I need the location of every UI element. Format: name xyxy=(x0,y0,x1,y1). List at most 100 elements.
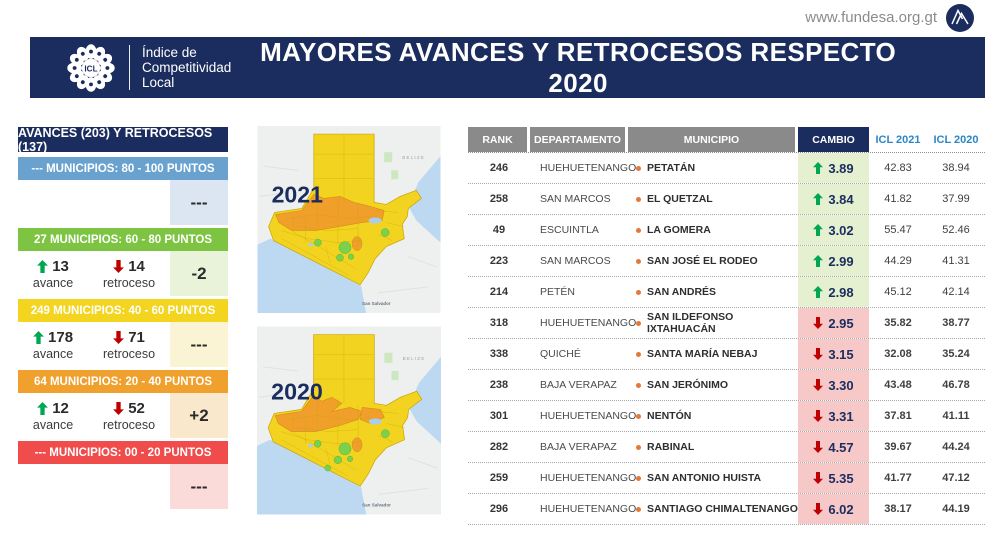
icl-logo-text: ICL xyxy=(84,64,97,73)
change-arrow-icon xyxy=(813,162,824,174)
departamento-cell: SAN MARCOS xyxy=(540,193,611,205)
bullet-icon xyxy=(636,320,641,326)
category-band: --- MUNICIPIOS: 00 - 20 PUNTOS xyxy=(18,441,228,464)
bullet-icon xyxy=(636,506,641,512)
cambio-value: 4.57 xyxy=(828,439,854,455)
change-arrow-icon xyxy=(813,193,824,205)
icl-2021-cell: 35.82 xyxy=(884,317,912,329)
cambio-cell: 3.89 xyxy=(798,153,869,183)
cambio-value: 3.31 xyxy=(828,408,854,424)
cambio-cell: 5.35 xyxy=(798,463,869,493)
avance-value: 178 xyxy=(48,328,74,346)
icl-2021-header: ICL 2021 xyxy=(869,127,927,152)
bullet-icon xyxy=(636,289,641,295)
municipio-name: SANTIAGO CHIMALTENANGO xyxy=(647,503,798,515)
table-row: 296 HUEHUETENANGO SANTIAGO CHIMALTENANGO… xyxy=(468,494,985,525)
stats-left: 178 avance 71 retroceso xyxy=(18,322,170,367)
table-header: RANK DEPARTAMENTO MUNICIPIO CAMBIO ICL 2… xyxy=(468,127,985,153)
bullet-icon xyxy=(636,196,641,202)
departamento-cell: SAN MARCOS xyxy=(540,255,611,267)
icl-2020-cell: 42.14 xyxy=(942,286,970,298)
up-arrow-icon xyxy=(37,259,49,273)
san-salvador-label: San Salvador xyxy=(362,301,391,306)
panel-sections: --- MUNICIPIOS: 80 - 100 PUNTOS xyxy=(18,157,228,509)
table-row: 318 HUEHUETENANGO SAN ILDEFONSO IXTAHUAC… xyxy=(468,308,985,339)
rank-cell: 296 xyxy=(489,503,509,515)
icl-2020-cell: 47.12 xyxy=(942,472,970,484)
net-cell: +2 xyxy=(170,393,228,438)
brand-line-3: Local xyxy=(142,75,175,91)
rank-cell: 282 xyxy=(489,441,509,453)
table-row: 214 PETÉN SAN ANDRÉS 2.98 45.12 42.14 xyxy=(468,277,985,308)
icl-2021-cell: 42.83 xyxy=(884,162,912,174)
legend-section: --- MUNICIPIOS: 00 - 20 PUNTOS xyxy=(18,441,228,509)
cambio-cell: 3.15 xyxy=(798,339,869,369)
rank-cell: 258 xyxy=(489,193,509,205)
net-cell: --- xyxy=(170,322,228,367)
municipio-name: LA GOMERA xyxy=(647,224,711,236)
municipio-cell: SAN JOSÉ EL RODEO xyxy=(628,246,798,276)
fundesa-logo-icon xyxy=(946,4,974,32)
rank-cell: 238 xyxy=(489,379,509,391)
guatemala-map-2020-svg: BELIZE San Salvador 2020 xyxy=(257,326,441,515)
rank-cell: 318 xyxy=(489,317,509,329)
icl-2020-cell: 38.94 xyxy=(942,162,970,174)
legend-title: AVANCES (203) Y RETROCESOS (137) xyxy=(18,126,228,154)
avance-stat: 12 avance xyxy=(33,400,73,432)
icl-2021-cell: 44.29 xyxy=(884,255,912,267)
rank-header: RANK xyxy=(468,127,530,152)
icl-2021-cell: 41.82 xyxy=(884,193,912,205)
cambio-cell: 4.57 xyxy=(798,432,869,462)
municipio-cell: SANTIAGO CHIMALTENANGO xyxy=(628,494,798,524)
icl-2021-cell: 39.67 xyxy=(884,441,912,453)
municipio-cell: SAN ANTONIO HUISTA xyxy=(628,463,798,493)
cambio-value: 5.35 xyxy=(828,470,854,486)
municipio-cell: PETATÁN xyxy=(628,153,798,183)
cambio-header: CAMBIO xyxy=(798,127,869,152)
avance-value: 12 xyxy=(52,399,69,417)
page-title: MAYORES AVANCES Y RETROCESOS RESPECTO 20… xyxy=(260,36,897,98)
municipio-name: EL QUETZAL xyxy=(647,193,713,205)
cambio-cell: 2.98 xyxy=(798,277,869,307)
icl-2020-cell: 41.11 xyxy=(942,410,970,422)
bullet-icon xyxy=(636,258,641,264)
cambio-cell: 6.02 xyxy=(798,494,869,524)
stats-left: 13 avance 14 retroceso xyxy=(18,251,170,296)
legend-panel: AVANCES (203) Y RETROCESOS (137) --- MUN… xyxy=(18,126,228,512)
website-link[interactable]: www.fundesa.org.gt xyxy=(805,9,937,26)
guatemala-map-2021-svg: BELIZE San Salvador 2021 xyxy=(257,126,441,313)
icl-2021-cell: 32.08 xyxy=(884,348,912,360)
departamento-cell: HUEHUETENANGO xyxy=(540,503,637,515)
net-cell: -2 xyxy=(170,251,228,296)
icl-2020-cell: 52.46 xyxy=(942,224,970,236)
icl-2021-cell: 43.48 xyxy=(884,379,912,391)
cambio-cell: 3.31 xyxy=(798,401,869,431)
legend-section: --- MUNICIPIOS: 80 - 100 PUNTOS xyxy=(18,157,228,225)
legend-section: 27 MUNICIPIOS: 60 - 80 PUNTOS 13 avance … xyxy=(18,228,228,296)
down-arrow-icon xyxy=(113,401,125,415)
up-arrow-icon xyxy=(33,330,44,344)
rank-cell: 214 xyxy=(489,286,509,298)
change-arrow-icon xyxy=(813,255,824,267)
departamento-cell: QUICHÉ xyxy=(540,348,581,360)
legend-section: 249 MUNICIPIOS: 40 - 60 PUNTOS 178 avanc… xyxy=(18,299,228,367)
cambio-value: 3.30 xyxy=(828,377,854,393)
table-row: 223 SAN MARCOS SAN JOSÉ EL RODEO 2.99 44… xyxy=(468,246,985,277)
icl-2020-cell: 46.78 xyxy=(942,379,970,391)
municipio-name: SAN JERÓNIMO xyxy=(647,379,729,391)
cambio-value: 3.02 xyxy=(828,222,854,238)
icl-2021-cell: 45.12 xyxy=(884,286,912,298)
change-arrow-icon xyxy=(813,472,824,484)
ranking-table: RANK DEPARTAMENTO MUNICIPIO CAMBIO ICL 2… xyxy=(468,127,985,525)
belize-label: BELIZE xyxy=(402,155,425,160)
rank-cell: 301 xyxy=(489,410,509,422)
change-arrow-icon xyxy=(813,224,824,236)
change-arrow-icon xyxy=(813,441,824,453)
table-row: 259 HUEHUETENANGO SAN ANTONIO HUISTA 5.3… xyxy=(468,463,985,494)
municipio-name: SAN ANTONIO HUISTA xyxy=(647,472,762,484)
retroceso-label: retroceso xyxy=(102,346,156,361)
avance-stat: 13 avance xyxy=(33,258,73,290)
retroceso-stat: 71 retroceso xyxy=(103,329,155,361)
map-2021: BELIZE San Salvador 2021 xyxy=(257,126,441,313)
cambio-value: 3.15 xyxy=(828,346,854,362)
